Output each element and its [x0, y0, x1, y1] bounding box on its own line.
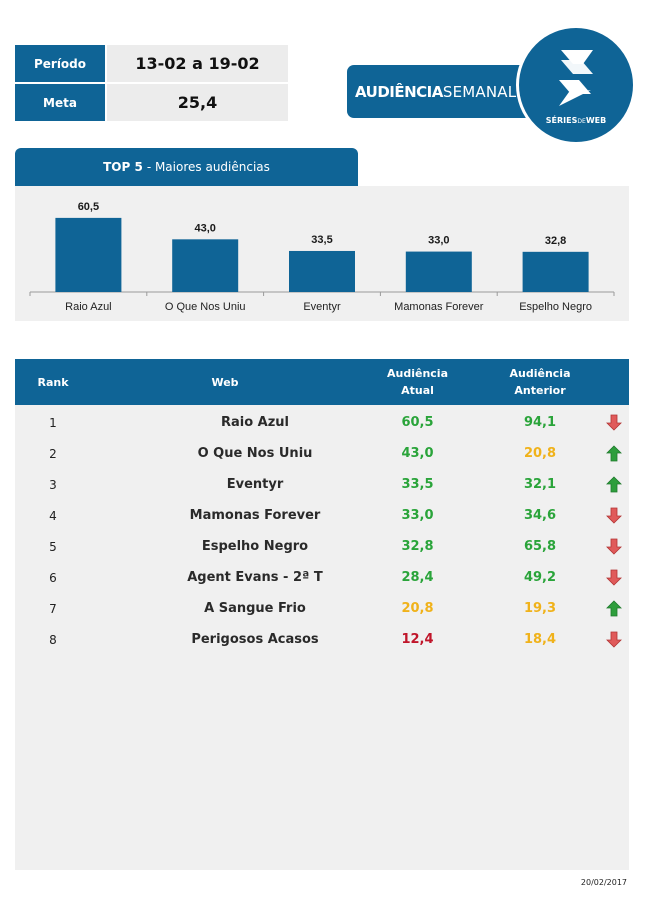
trend-down-arrow-icon — [603, 500, 625, 531]
trend-down-arrow-icon — [603, 531, 625, 562]
trend-down-arrow-icon — [603, 407, 625, 438]
rank-cell: 4 — [49, 508, 57, 523]
top5-tab: TOP 5 - Maiores audiências — [15, 148, 358, 186]
bar-value-label-1: 60,5 — [78, 201, 99, 213]
category-label-1: Raio Azul — [65, 301, 111, 313]
bar-3 — [289, 250, 355, 292]
top5-tab-bold: TOP 5 — [103, 160, 143, 174]
header-current: Audiência Atual — [370, 359, 465, 405]
table-row: 1 Raio Azul 60,5 94,1 — [15, 407, 629, 438]
brand-logo-text-small: DE — [577, 118, 586, 125]
header-previous-line1: Audiência — [509, 367, 571, 380]
brand-logo-text-end: WEB — [585, 116, 607, 125]
goal-label: Meta — [15, 84, 105, 121]
table-row: 3 Eventyr 33,5 32,1 — [15, 469, 629, 500]
previous-audience-cell: 18,4 — [523, 632, 557, 647]
rank-cell: 7 — [49, 601, 57, 616]
brand-banner-bold: AUDIÊNCIA — [355, 82, 443, 101]
current-audience-cell: 43,0 — [401, 446, 434, 461]
current-audience-cell: 32,8 — [401, 539, 434, 554]
web-name-cell: Perigosos Acasos — [191, 632, 319, 647]
trend-up-arrow-icon — [603, 593, 625, 624]
s-logo-icon — [559, 50, 593, 106]
footer-date: 20/02/2017 — [580, 878, 627, 887]
top5-bar-chart: 60,5 Raio Azul 43,0 O Que Nos Uniu 33,5 Event… — [29, 201, 615, 313]
category-label-3: Eventyr — [303, 301, 341, 313]
header-web: Web — [211, 375, 239, 389]
table-row: 6 Agent Evans - 2ª T 28,4 49,2 — [15, 562, 629, 593]
period-row: Período 13-02 a 19-02 — [15, 45, 288, 82]
bar-value-label-2: 43,0 — [194, 222, 215, 234]
current-audience-cell: 33,5 — [401, 477, 434, 492]
current-audience-cell: 60,5 — [401, 415, 434, 430]
web-name-cell: Eventyr — [226, 477, 284, 492]
current-audience-cell: 12,4 — [401, 632, 434, 647]
rank-cell: 3 — [49, 477, 57, 492]
goal-row: Meta 25,4 — [15, 84, 288, 121]
trend-up-arrow-icon — [603, 438, 625, 469]
previous-audience-cell: 32,1 — [523, 477, 557, 492]
current-audience-cell: 20,8 — [401, 601, 434, 616]
previous-audience-cell: 65,8 — [523, 539, 557, 554]
goal-value: 25,4 — [107, 84, 288, 121]
header-rank: Rank — [37, 375, 69, 389]
header-current-line1: Audiência — [387, 367, 448, 380]
web-name-cell: Mamonas Forever — [189, 508, 321, 523]
category-label-2: O Que Nos Uniu — [165, 301, 246, 313]
trend-up-arrow-icon — [603, 469, 625, 500]
web-name-cell: Espelho Negro — [201, 539, 309, 554]
table-row: 4 Mamonas Forever 33,0 34,6 — [15, 500, 629, 531]
ranking-table: 1 Raio Azul 60,5 94,1 2 O Que Nos Uniu 43,0 20,… — [15, 405, 629, 870]
brand-logo-text: SÉRIESDEWEB — [519, 116, 633, 125]
rank-cell: 8 — [49, 632, 57, 647]
header-previous: Audiência Anterior — [490, 359, 590, 405]
rank-cell: 5 — [49, 539, 57, 554]
category-label-4: Mamonas Forever — [394, 301, 484, 313]
previous-audience-cell: 19,3 — [523, 601, 557, 616]
table-header: Rank Web Audiência Atual Audiência Anter… — [15, 359, 629, 405]
brand-banner-light: SEMANAL — [442, 82, 517, 101]
bar-2 — [172, 239, 239, 292]
trend-down-arrow-icon — [603, 624, 625, 655]
previous-audience-cell: 49,2 — [523, 570, 557, 585]
brand-logo: SÉRIESDEWEB — [516, 25, 636, 145]
top5-chart-panel: 60,5 Raio Azul 43,0 O Que Nos Uniu 33,5 Event… — [15, 186, 629, 321]
bar-4 — [405, 251, 472, 292]
rank-cell: 1 — [49, 415, 57, 430]
current-audience-cell: 33,0 — [401, 508, 434, 523]
top5-tab-rest: - Maiores audiências — [146, 160, 270, 174]
trend-down-arrow-icon — [603, 562, 625, 593]
web-name-cell: A Sangue Frio — [204, 601, 306, 616]
bar-5 — [522, 251, 589, 292]
bar-1 — [55, 217, 122, 292]
previous-audience-cell: 94,1 — [523, 415, 557, 430]
bar-value-label-5: 32,8 — [545, 235, 566, 247]
period-label: Período — [15, 45, 105, 82]
previous-audience-cell: 20,8 — [523, 446, 557, 461]
web-name-cell: Raio Azul — [220, 415, 290, 430]
bar-value-label-3: 33,5 — [311, 234, 332, 246]
table-row: 5 Espelho Negro 32,8 65,8 — [15, 531, 629, 562]
header-current-line2: Atual — [401, 384, 434, 397]
header-previous-line2: Anterior — [514, 384, 566, 397]
category-label-5: Espelho Negro — [519, 301, 592, 313]
web-name-cell: Agent Evans - 2ª T — [187, 570, 323, 585]
current-audience-cell: 28,4 — [401, 570, 434, 585]
table-row: 2 O Que Nos Uniu 43,0 20,8 — [15, 438, 629, 469]
brand-banner: AUDIÊNCIA SEMANAL — [347, 65, 537, 118]
table-row: 7 A Sangue Frio 20,8 19,3 — [15, 593, 629, 624]
rank-cell: 2 — [49, 446, 57, 461]
table-row: 8 Perigosos Acasos 12,4 18,4 — [15, 624, 629, 655]
rank-cell: 6 — [49, 570, 57, 585]
previous-audience-cell: 34,6 — [523, 508, 557, 523]
web-name-cell: O Que Nos Uniu — [197, 446, 313, 461]
brand-logo-text-bold: SÉRIES — [545, 116, 578, 125]
bar-value-label-4: 33,0 — [428, 235, 449, 247]
period-value: 13-02 a 19-02 — [107, 45, 288, 82]
